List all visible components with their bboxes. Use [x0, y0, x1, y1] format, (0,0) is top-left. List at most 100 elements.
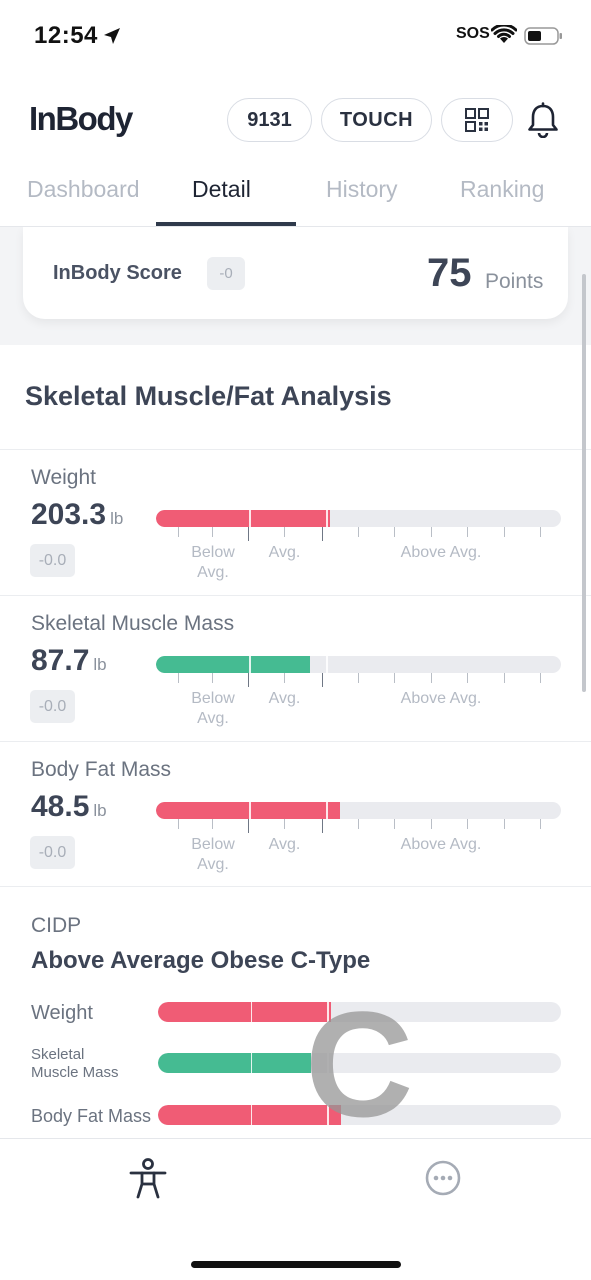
bar-zone-separator — [249, 510, 251, 527]
inbody-score-card[interactable]: InBody Score -0 75 Points — [23, 227, 568, 319]
bar-scale-ticks — [156, 819, 561, 833]
cidp-bar-weight — [158, 1002, 561, 1022]
metric-unit: lb — [93, 801, 107, 820]
scale-tick — [212, 673, 213, 683]
scale-tick — [504, 673, 505, 683]
metric-value: 48.5 lb — [31, 790, 107, 824]
scale-tick — [248, 673, 249, 687]
divider — [0, 449, 591, 450]
scale-tick — [394, 673, 395, 683]
divider — [0, 595, 591, 596]
bar-zone-separator — [249, 802, 251, 819]
bar-zone-separator — [326, 510, 328, 527]
bar-zone-separator — [327, 1105, 329, 1125]
metric-unit: lb — [93, 655, 107, 674]
cidp-row-label: Weight — [31, 1002, 93, 1024]
scale-tick — [322, 819, 323, 833]
metric-weight: Weight 203.3 lb -0.0 Below Avg. Avg. Abov… — [0, 450, 591, 596]
cidp-bar-body-fat-mass — [158, 1105, 561, 1125]
scale-tick — [540, 819, 541, 829]
scale-label-below: Below Avg. — [191, 836, 235, 873]
tab-detail[interactable]: Detail — [192, 176, 251, 202]
tab-dashboard[interactable]: Dashboard — [27, 176, 140, 202]
scale-label-below: Below Avg. — [191, 544, 235, 581]
active-tab-indicator — [156, 222, 296, 226]
detail-content[interactable]: InBody Score -0 75 Points Skeletal Muscl… — [0, 227, 591, 1138]
scale-tick — [504, 819, 505, 829]
bottom-nav — [0, 1138, 591, 1280]
bar-zone-separator — [327, 1053, 329, 1073]
scale-tick — [504, 527, 505, 537]
scrollbar[interactable] — [582, 274, 586, 692]
cidp-bar-skeletal-muscle-mass — [158, 1053, 561, 1073]
scale-tick — [248, 819, 249, 833]
sos-indicator: SOS — [456, 25, 490, 42]
cidp-type: Above Average Obese C-Type — [31, 947, 371, 974]
bar-zone-separator — [250, 1053, 253, 1073]
bar-scale-ticks — [156, 673, 561, 687]
metric-bar — [156, 802, 561, 819]
metric-delta-badge: -0.0 — [30, 836, 75, 869]
metric-delta-badge: -0.0 — [30, 544, 75, 577]
qr-code-icon — [465, 108, 489, 132]
scale-label-below: Below Avg. — [191, 690, 235, 727]
scale-tick — [431, 819, 432, 829]
scale-tick — [467, 527, 468, 537]
metric-bar-fill — [156, 510, 331, 527]
scale-label-above: Above Avg. — [400, 836, 482, 853]
bar-zone-separator — [327, 1002, 329, 1022]
cidp-shape-letter: C — [305, 980, 414, 1138]
scale-tick — [178, 527, 179, 537]
touch-button[interactable]: TOUCH — [321, 98, 432, 142]
scale-tick — [284, 819, 285, 829]
tab-history[interactable]: History — [326, 176, 398, 202]
score-delta-badge: -0 — [207, 257, 245, 290]
scale-tick — [358, 673, 359, 683]
scale-tick — [248, 527, 249, 541]
qr-code-button[interactable] — [441, 98, 513, 142]
scale-tick — [212, 819, 213, 829]
member-id-button[interactable]: 9131 — [227, 98, 312, 142]
scale-tick — [467, 819, 468, 829]
section-title: Skeletal Muscle/Fat Analysis — [25, 381, 392, 411]
metric-number: 203.3 — [31, 498, 107, 531]
metric-delta-badge: -0.0 — [30, 690, 75, 723]
metric-value: 87.7 lb — [31, 644, 107, 678]
cidp-row-label: Skeletal Muscle Mass — [31, 1046, 119, 1081]
scale-tick — [540, 673, 541, 683]
status-bar: 12:54 SOS — [0, 0, 591, 70]
metric-label: Weight — [31, 466, 96, 489]
more-options-icon[interactable] — [424, 1159, 462, 1197]
metric-number: 48.5 — [31, 790, 90, 823]
location-arrow-icon — [104, 28, 120, 44]
cidp-bar-fill — [158, 1053, 312, 1073]
scale-tick — [322, 673, 323, 687]
metric-value: 203.3 lb — [31, 498, 123, 532]
scale-tick — [178, 673, 179, 683]
tab-ranking[interactable]: Ranking — [460, 176, 545, 202]
bar-zone-separator — [250, 1105, 253, 1125]
scale-label-avg: Avg. — [268, 690, 301, 707]
scale-tick — [431, 527, 432, 537]
scale-tick — [431, 673, 432, 683]
bar-zone-separator — [250, 1002, 253, 1022]
bar-zone-separator — [326, 802, 328, 819]
metric-bar — [156, 656, 561, 673]
tab-bar: Dashboard Detail History Ranking — [0, 160, 591, 227]
metric-bar-fill — [156, 802, 341, 819]
score-label: InBody Score — [53, 262, 182, 284]
scale-tick — [394, 527, 395, 537]
scale-label-above: Above Avg. — [400, 690, 482, 707]
scale-tick — [284, 673, 285, 683]
bell-icon[interactable] — [526, 102, 560, 138]
metric-number: 87.7 — [31, 644, 90, 677]
scale-tick — [467, 673, 468, 683]
score-value: 75 — [427, 251, 472, 295]
body-figure-icon[interactable] — [128, 1157, 168, 1199]
battery-icon — [524, 27, 562, 45]
scale-label-avg: Avg. — [268, 836, 301, 853]
scale-tick — [178, 819, 179, 829]
scale-tick — [358, 819, 359, 829]
scale-label-above: Above Avg. — [400, 544, 482, 561]
cidp-bar-fill — [158, 1002, 332, 1022]
